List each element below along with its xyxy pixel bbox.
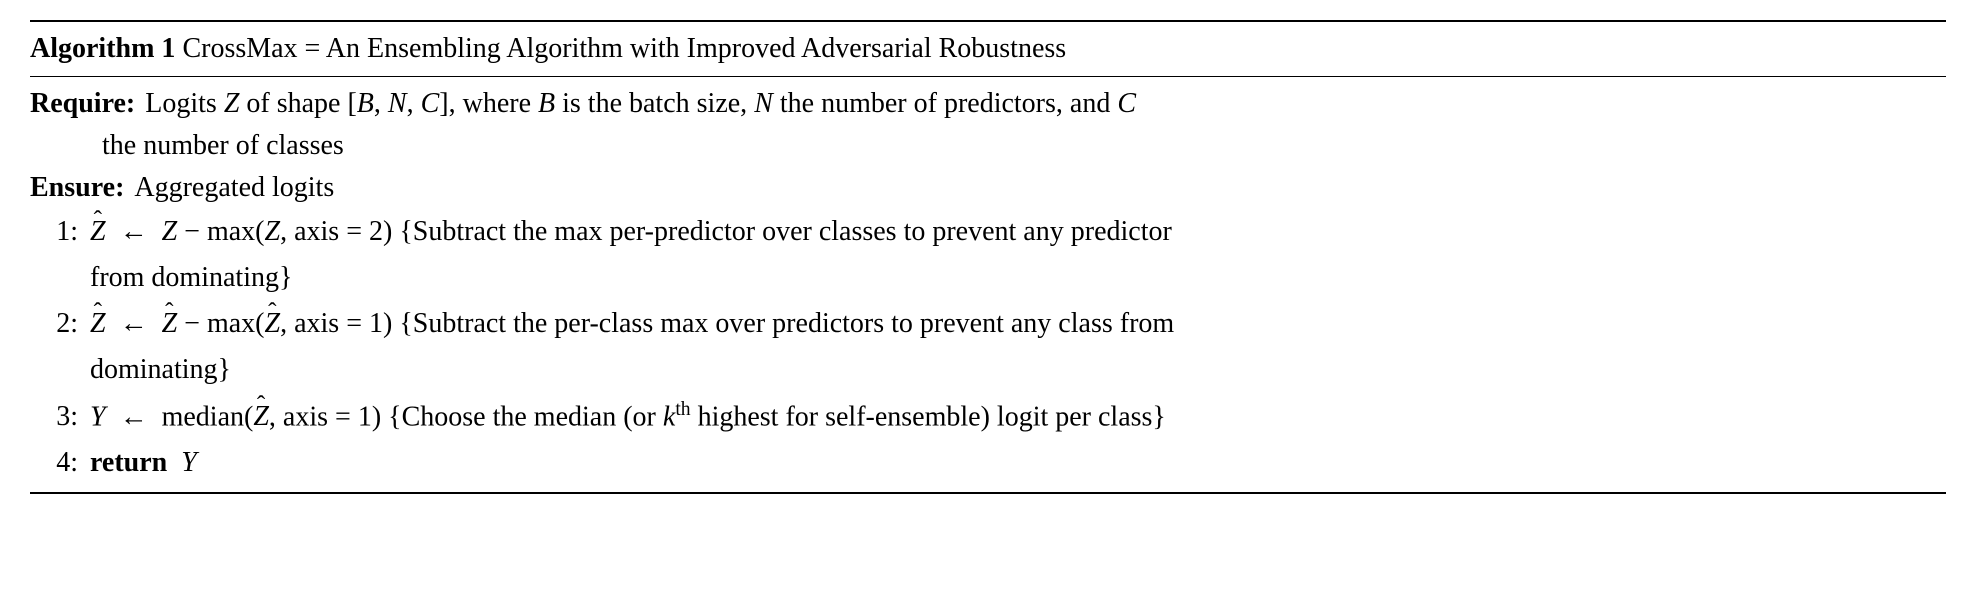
step-3: 3: Y ← median(ˆZ, axis = 1) {Choose the …: [30, 393, 1946, 440]
s3-th: th: [675, 399, 690, 420]
s2-axis-val: 1: [369, 308, 383, 339]
req-mid2: ], where: [439, 88, 538, 119]
s1-eq: =: [339, 216, 369, 247]
step-4: 4: return Y: [30, 440, 1946, 486]
s1-max: max: [207, 216, 255, 247]
req-c2: ,: [407, 88, 421, 119]
ensure-line: Ensure: Aggregated logits: [30, 167, 1946, 209]
ensure-text: Aggregated logits: [134, 167, 1946, 209]
req-B: B: [357, 88, 374, 119]
req-C2: C: [1117, 88, 1136, 119]
step-1-num: 1:: [30, 211, 90, 253]
ensure-label: Ensure:: [30, 167, 134, 209]
algorithm-title-text: CrossMax = An Ensembling Algorithm with …: [182, 33, 1066, 64]
s1-axis-lbl: axis: [294, 216, 339, 247]
s3-eq: =: [328, 401, 358, 432]
zhat-icon: ˆZ: [90, 216, 106, 247]
s3-lhs: Y: [90, 401, 106, 432]
s1-Z: Z: [162, 216, 178, 247]
s2-max: max: [207, 308, 255, 339]
step-1: 1: ˆZ ← Z − max(Z, axis = 2) {Subtract t…: [30, 209, 1946, 255]
s3-copen: {: [381, 401, 401, 432]
s1-cont: from dominating}: [90, 257, 1946, 299]
s3-open: (: [244, 401, 253, 432]
req-mid3: is the batch size,: [555, 88, 754, 119]
s4-kw: return: [90, 447, 167, 478]
s1-arg1: Z: [265, 216, 281, 247]
step-4-content: return Y: [90, 442, 1946, 484]
s1-close: ): [383, 216, 392, 247]
step-2: 2: ˆZ ← ˆZ − max(ˆZ, axis = 1) {Subtract…: [30, 301, 1946, 347]
req-B2: B: [538, 88, 555, 119]
req-mid4: the number of predictors, and: [773, 88, 1117, 119]
s3-axis-lbl: axis: [283, 401, 328, 432]
require-label: Require:: [30, 83, 145, 125]
s1-comment: Subtract the max per-predictor over clas…: [413, 216, 1172, 247]
algorithm-label: Algorithm 1: [30, 33, 175, 64]
step-1-content: ˆZ ← Z − max(Z, axis = 2) {Subtract the …: [90, 211, 1946, 253]
s2-copen: {: [392, 308, 412, 339]
s2-minus: −: [177, 308, 207, 339]
s2-close: ): [383, 308, 392, 339]
s2-arrow: ←: [120, 308, 148, 339]
s2-cont: dominating}: [90, 349, 1946, 391]
s3-comment-b: highest for self-ensemble) logit per cla…: [691, 401, 1166, 432]
s2-comma: ,: [280, 308, 294, 339]
step-2-num: 2:: [30, 303, 90, 345]
require-text: Logits Z of shape [B, N, C], where B is …: [145, 83, 1946, 125]
s3-fn: median: [162, 401, 244, 432]
zhat-icon: ˆZ: [90, 308, 106, 339]
s2-eq: =: [339, 308, 369, 339]
step-2-cont: dominating}: [30, 347, 1946, 393]
s3-comment-a: Choose the median (or: [402, 401, 663, 432]
step-2-content: ˆZ ← ˆZ − max(ˆZ, axis = 1) {Subtract th…: [90, 303, 1946, 345]
algorithm-block: Algorithm 1 CrossMax = An Ensembling Alg…: [30, 20, 1946, 494]
step-1-cont: from dominating}: [30, 255, 1946, 301]
s3-arrow: ←: [120, 401, 148, 432]
req-c1: ,: [374, 88, 388, 119]
s1-copen: {: [392, 216, 412, 247]
zhat-icon: ˆZ: [162, 308, 178, 339]
s4-var: Y: [181, 447, 197, 478]
s1-comma: ,: [280, 216, 294, 247]
s1-axis-val: 2: [369, 216, 383, 247]
s1-open: (: [255, 216, 264, 247]
algorithm-body: Require: Logits Z of shape [B, N, C], wh…: [30, 77, 1946, 492]
req-C: C: [421, 88, 440, 119]
s2-axis-lbl: axis: [294, 308, 339, 339]
algorithm-title-row: Algorithm 1 CrossMax = An Ensembling Alg…: [30, 22, 1946, 77]
req-mid1: of shape [: [239, 88, 356, 119]
s1-minus: −: [177, 216, 207, 247]
step-3-content: Y ← median(ˆZ, axis = 1) {Choose the med…: [90, 395, 1946, 438]
require-continuation: the number of classes: [30, 125, 1946, 167]
require-line: Require: Logits Z of shape [B, N, C], wh…: [30, 83, 1946, 125]
req-pre: Logits: [145, 88, 224, 119]
req-N2: N: [754, 88, 773, 119]
s1-arrow: ←: [120, 216, 148, 247]
step-4-num: 4:: [30, 442, 90, 484]
s3-comma: ,: [269, 401, 283, 432]
s2-open: (: [255, 308, 264, 339]
s3-close: ): [372, 401, 381, 432]
s2-comment: Subtract the per-class max over predicto…: [413, 308, 1174, 339]
step-3-num: 3:: [30, 396, 90, 438]
zhat-icon: ˆZ: [253, 401, 269, 432]
s3-k: k: [663, 401, 675, 432]
req-Z: Z: [224, 88, 240, 119]
req-N: N: [388, 88, 407, 119]
s3-axis-val: 1: [358, 401, 372, 432]
zhat-icon: ˆZ: [265, 308, 281, 339]
